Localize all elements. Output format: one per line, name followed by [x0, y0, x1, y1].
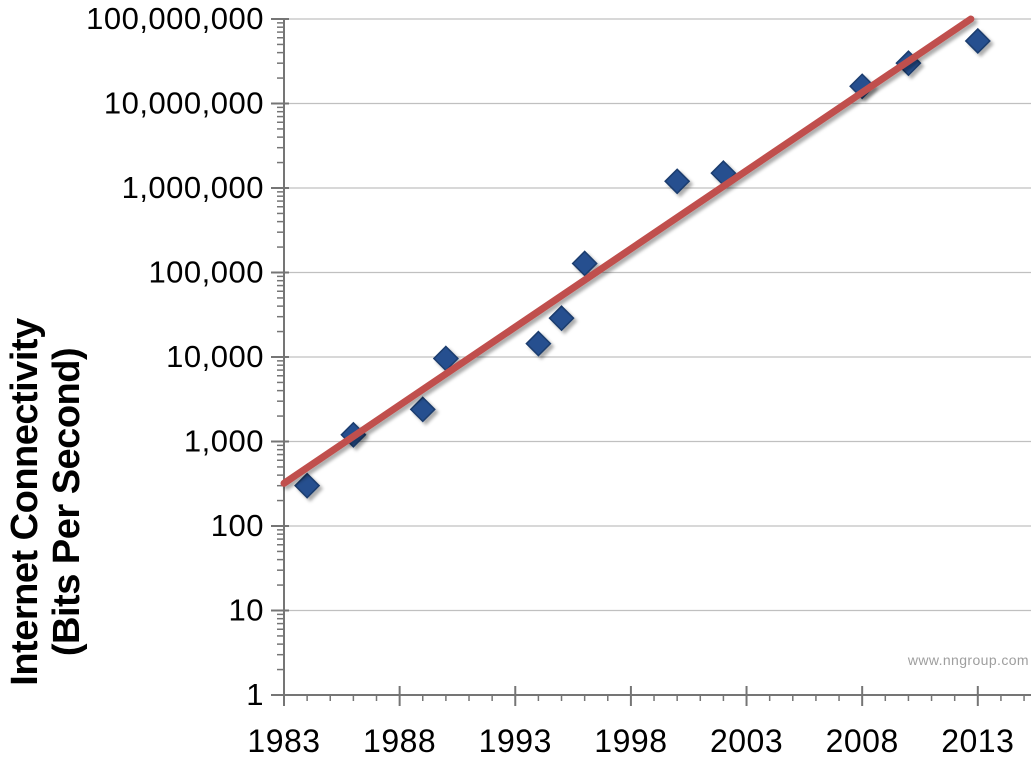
data-point-diamond [294, 472, 321, 499]
y-tick-label: 10 [229, 593, 264, 628]
x-tick-label: 1993 [479, 723, 552, 759]
data-point-diamond [664, 168, 691, 195]
x-tick-label: 2008 [826, 723, 899, 759]
y-axis-title-line2: (Bits Per Second) [46, 347, 88, 657]
data-point-diamond [964, 27, 991, 55]
y-tick-label: 100,000,000 [86, 1, 264, 36]
x-tick-label: 1983 [247, 723, 320, 759]
tick-labels-layer: 1 10 100 1,000 10,000 100,000 1,000,000 10,000,… [86, 1, 1014, 759]
trend-line-layer [280, 15, 975, 487]
trend-line [280, 15, 975, 487]
x-tick-label: 2003 [710, 723, 783, 759]
y-tick-label: 1 [246, 677, 264, 712]
x-tick-label: 2013 [941, 723, 1014, 759]
watermark-nngroup: www.nngroup.com [907, 652, 1029, 668]
axes-layer [271, 18, 1031, 706]
y-tick-label: 100 [211, 508, 264, 543]
y-tick-label: 1,000,000 [122, 170, 264, 205]
x-tick-label: 1998 [594, 723, 667, 759]
y-tick-label: 100,000 [148, 255, 264, 290]
gridlines-layer [284, 18, 1031, 612]
data-points-layer [294, 27, 991, 499]
data-point-diamond [409, 396, 436, 423]
data-point-diamond [571, 250, 598, 277]
y-axis-title: Internet Connectivity (Bits Per Second) [4, 318, 89, 686]
y-tick-label: 10,000 [166, 339, 264, 374]
data-point-diamond [548, 305, 575, 332]
y-axis-title-line1: Internet Connectivity [4, 318, 47, 686]
x-tick-label: 1988 [363, 723, 436, 759]
y-tick-label: 10,000,000 [104, 86, 264, 121]
y-tick-label: 1,000 [184, 424, 264, 459]
data-point-diamond [525, 330, 552, 357]
